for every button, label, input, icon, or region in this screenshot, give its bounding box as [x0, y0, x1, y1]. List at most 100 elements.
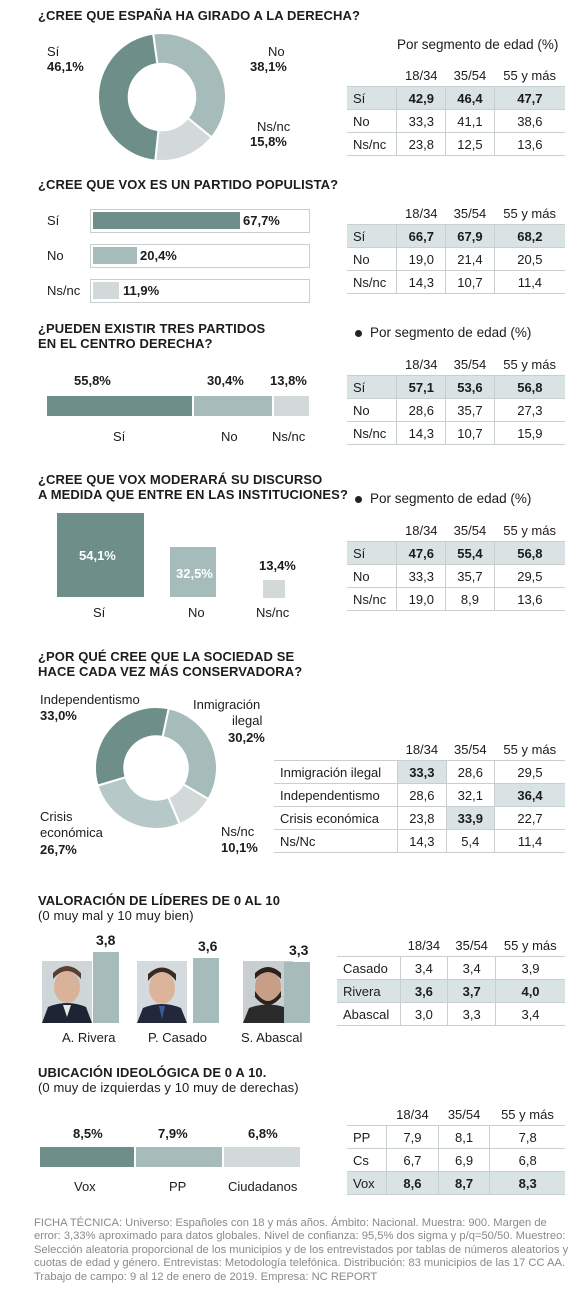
q2-label-si: Sí [47, 213, 60, 228]
q7-table: 18/34 35/54 55 y más PP 7,9 8,1 7,8 Cs 6,7 6,9 6,8… [347, 1103, 565, 1195]
table-cell: 33,3 [396, 109, 446, 133]
q4-label-nsnc: Ns/nc [256, 605, 290, 620]
table-cell: 28,6 [396, 398, 446, 422]
row-label: Abascal [337, 1002, 400, 1026]
table-row: Casado 3,4 3,4 3,9 [337, 956, 565, 980]
col-header: 18/34 [407, 937, 441, 953]
table-cell: 11,4 [493, 270, 565, 294]
table-cell: 3,7 [447, 979, 496, 1003]
q4-title-line2: A MEDIDA QUE ENTRE EN LAS INSTITUCIONES? [38, 487, 348, 502]
table-row: Crisis económica 23,8 33,9 22,7 [274, 806, 565, 830]
pp-bar [136, 1147, 222, 1167]
table-cell: 10,7 [445, 270, 495, 294]
table-cell: 19,0 [396, 247, 446, 271]
q5-value-indep: 33,0% [40, 708, 77, 723]
pp-value: 7,9% [158, 1126, 188, 1141]
row-label: Rivera [337, 979, 400, 1003]
q5-label-crisis2: económica [40, 825, 103, 840]
col-header: 18/34 [405, 741, 439, 757]
table-cell: 32,1 [445, 783, 495, 807]
table-row: Rivera 3,6 3,7 4,0 [337, 979, 565, 1003]
q3-segment-title: Por segmento de edad (%) [355, 325, 531, 340]
q2-value-no: 20,4% [140, 248, 177, 263]
slice-si [97, 32, 160, 162]
table-cell: 8,1 [437, 1125, 490, 1149]
cs-label: Ciudadanos [228, 1179, 298, 1194]
q4-table: 18/34 35/54 55 y más Sí 47,6 55,4 56,8 No 33,3 35… [347, 519, 565, 611]
table-cell: 3,4 [399, 956, 448, 980]
q3-label-no: No [221, 429, 238, 444]
col-header: 55 y más [503, 741, 557, 757]
table-row: Ns/Nc 14,3 5,4 11,4 [274, 829, 565, 853]
q3-label-nsnc: Ns/nc [272, 429, 306, 444]
row-label: Cs [347, 1148, 387, 1172]
rivera-value: 3,8 [96, 932, 116, 948]
table-cell: 27,3 [493, 398, 565, 422]
table-cell: 35,7 [445, 398, 495, 422]
row-label: No [347, 564, 397, 588]
table-cell: 6,8 [489, 1148, 565, 1172]
col-header: 35/54 [453, 205, 487, 221]
table-cell: 8,7 [437, 1171, 490, 1195]
table-cell: 8,6 [386, 1171, 439, 1195]
q3-bar-si [47, 396, 192, 416]
q2-bar-frame-nsnc [90, 279, 310, 303]
row-label: Sí [347, 86, 397, 110]
q4-square-si [57, 513, 144, 597]
q2-title: ¿CREE QUE VOX ES UN PARTIDO POPULISTA? [38, 177, 339, 192]
table-cell: 3,6 [399, 979, 448, 1003]
table-row: Sí 66,7 67,9 68,2 [347, 224, 565, 248]
rivera-name: A. Rivera [62, 1030, 116, 1045]
col-header: 55 y más [503, 67, 556, 83]
col-header: 18/34 [405, 205, 438, 221]
table-cell: 21,4 [445, 247, 495, 271]
q3-label-si: Sí [113, 429, 126, 444]
casado-name: P. Casado [148, 1030, 208, 1045]
row-label: Ns/nc [347, 270, 397, 294]
table-cell: 29,5 [494, 760, 565, 784]
table-cell: 66,7 [396, 224, 446, 248]
table-row: Ns/nc 14,3 10,7 15,9 [347, 421, 565, 445]
table-row: Ns/nc 14,3 10,7 11,4 [347, 270, 565, 294]
q5-label-inmig1: Inmigración [193, 697, 261, 712]
row-label: Sí [347, 375, 397, 399]
table-cell: 6,7 [386, 1148, 439, 1172]
table-cell: 6,9 [437, 1148, 490, 1172]
table-row: Independentismo 28,6 32,1 36,4 [274, 783, 565, 807]
q1-label-si: Sí [47, 44, 60, 59]
table-row: PP 7,9 8,1 7,8 [347, 1125, 565, 1149]
vox-label: Vox [74, 1179, 96, 1194]
row-label: No [347, 247, 397, 271]
casado-value: 3,6 [198, 938, 218, 954]
q5-value-crisis: 26,7% [40, 842, 77, 857]
slice-no [151, 32, 227, 139]
row-label: No [347, 398, 397, 422]
row-label: Ns/nc [347, 421, 397, 445]
table-cell: 15,9 [493, 421, 565, 445]
col-header: 35/54 [447, 1106, 481, 1122]
q4-value-si: 54,1% [79, 548, 116, 563]
q3-table: 18/34 35/54 55 y más Sí 57,1 53,6 56,8 No 28,6 35… [347, 353, 565, 445]
q5-value-nsnc: 10,1% [221, 840, 258, 855]
table-cell: 29,5 [493, 564, 565, 588]
q4-title-line1: ¿CREE QUE VOX MODERARÁ SU DISCURSO [38, 472, 323, 487]
table-cell: 35,7 [445, 564, 495, 588]
row-label: Inmigración ilegal [274, 760, 398, 784]
q3-value-nsnc: 13,8% [270, 373, 307, 388]
slice-inmigracion [161, 707, 218, 801]
q5-title-line2: HACE CADA VEZ MÁS CONSERVADORA? [38, 664, 303, 679]
q4-segment-title: Por segmento de edad (%) [355, 491, 531, 506]
table-cell: 55,4 [445, 541, 495, 565]
q5-table: 18/34 35/54 55 y más Inmigración ilegal 33,3… [274, 738, 565, 853]
q2-bar-nsnc [93, 282, 119, 299]
row-label: Ns/Nc [274, 829, 398, 853]
col-header: 55 y más [503, 356, 556, 372]
table-row: No 19,0 21,4 20,5 [347, 247, 565, 271]
rivera-photo [42, 961, 92, 1023]
table-row: Ns/nc 23,8 12,5 13,6 [347, 132, 565, 156]
q1-segment-title: Por segmento de edad (%) [397, 37, 559, 52]
q3-title-line2: EN EL CENTRO DERECHA? [38, 336, 213, 351]
q2-table: 18/34 35/54 55 y más Sí 66,7 67,9 68,2 No 19,0 21… [347, 202, 565, 294]
row-label: Sí [347, 224, 397, 248]
q5-label-crisis1: Crisis [40, 809, 73, 824]
